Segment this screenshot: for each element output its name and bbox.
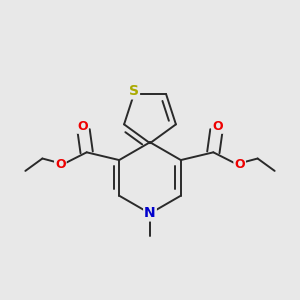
- Text: O: O: [212, 120, 223, 133]
- Text: S: S: [129, 84, 139, 98]
- Text: O: O: [77, 120, 88, 133]
- Text: O: O: [234, 158, 245, 171]
- Text: O: O: [55, 158, 66, 171]
- Text: N: N: [144, 206, 156, 220]
